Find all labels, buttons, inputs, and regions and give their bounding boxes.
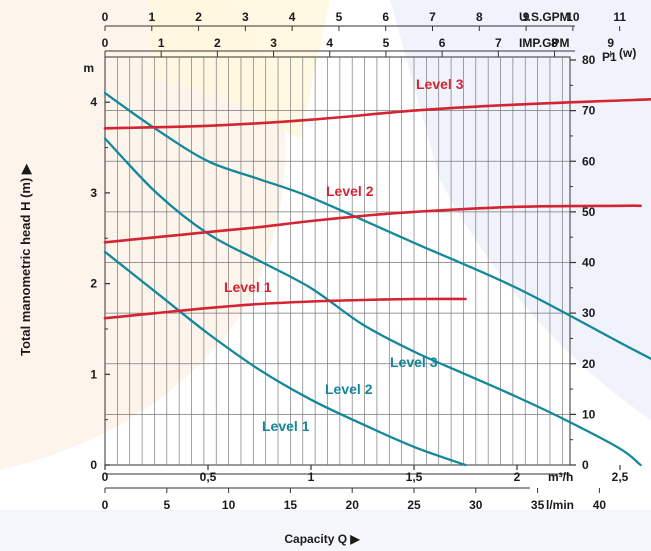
power-curve-label-level-2: Level 2	[326, 183, 374, 199]
power-curve-level-1	[103, 297, 467, 320]
x-us-tick-label: 0	[102, 10, 109, 24]
x-lmin-tick-label: 30	[469, 498, 483, 512]
x-us-tick-label: 10	[566, 10, 580, 24]
x-lmin-unit-label: l/min	[546, 498, 574, 512]
x-us-tick-label: 6	[382, 10, 389, 24]
x-lmin-tick-label: 15	[284, 498, 298, 512]
x-us-tick-label: 11	[613, 10, 626, 24]
watermark-shape	[0, 510, 651, 551]
x-m3h-tick-label: 2	[514, 470, 521, 484]
x-us-tick-label: 2	[195, 10, 202, 24]
y2-tick-label: 70	[582, 104, 596, 118]
y2-unit-suffix: (w)	[619, 46, 636, 60]
x-imp-tick-label: 4	[326, 36, 333, 50]
head-curve-label-level-3: Level 3	[390, 354, 438, 370]
x-us-unit-label: U.S.GPM	[519, 10, 570, 24]
x-lmin-tick-label: 10	[222, 498, 236, 512]
axes	[104, 25, 621, 493]
x-m3h-tick-label: 1,5	[406, 470, 423, 484]
x-m3h-tick-label: 0	[102, 470, 109, 484]
x-imp-tick-label: 3	[270, 36, 277, 50]
x-m3h-tick-label: 2,5	[612, 470, 629, 484]
y2-tick-label: 10	[582, 407, 596, 421]
grid	[104, 56, 571, 466]
head-curve-level-2	[103, 137, 642, 467]
x-imp-unit-label: IMP.GPM	[519, 36, 569, 50]
x-imp-tick-label: 6	[439, 36, 446, 50]
y-axis-title: Total manometric head H (m) ▶	[18, 163, 33, 356]
x-axis-title: Capacity Q ▶	[284, 532, 360, 546]
x-lmin-tick-label: 25	[407, 498, 421, 512]
x-lmin-tick-label: 5	[163, 498, 170, 512]
y2-unit-label: P1	[602, 50, 617, 64]
x-m3h-tick-label: 1	[308, 470, 315, 484]
x-lmin-tick-label: 20	[346, 498, 360, 512]
y2-tick-label: 40	[582, 256, 596, 270]
x-imp-tick-label: 9	[607, 36, 614, 50]
power-curve-level-2	[103, 204, 642, 244]
x-us-tick-label: 1	[148, 10, 155, 24]
x-us-tick-label: 3	[242, 10, 249, 24]
x-imp-tick-label: 0	[102, 36, 109, 50]
x-imp-tick-label: 1	[158, 36, 165, 50]
x-m3h-unit-label: m³/h	[548, 470, 573, 484]
watermark-shape	[390, 0, 651, 420]
head-curve-level-3	[103, 91, 651, 361]
power-curve-level-3	[103, 97, 651, 130]
x-imp-tick-label: 5	[383, 36, 390, 50]
y-tick-label: 3	[90, 186, 97, 200]
y-tick-label: 4	[90, 95, 97, 109]
y-unit-label: m	[83, 61, 94, 75]
y-tick-label: 0	[90, 458, 97, 472]
series	[103, 91, 651, 467]
y2-tick-label: 0	[582, 458, 589, 472]
x-lmin-tick-label: 40	[593, 498, 607, 512]
watermark-shape	[0, 0, 286, 470]
y2-tick-label: 20	[582, 357, 596, 371]
x-imp-tick-label: 8	[551, 36, 558, 50]
x-imp-tick-label: 2	[214, 36, 221, 50]
x-us-tick-label: 7	[429, 10, 436, 24]
y2-tick-label: 30	[582, 306, 596, 320]
watermark-shape	[150, 0, 330, 140]
head-curve-level-1	[103, 250, 467, 467]
head-curve-label-level-1: Level 1	[262, 418, 310, 434]
x-imp-tick-label: 7	[495, 36, 502, 50]
head-curve-label-level-2: Level 2	[325, 381, 373, 397]
x-m3h-tick-label: 0,5	[200, 470, 217, 484]
y2-tick-label: 60	[582, 154, 596, 168]
y2-tick-label: 80	[582, 53, 596, 67]
plot-frame	[104, 56, 571, 466]
power-curve-label-level-1: Level 1	[224, 279, 272, 295]
x-us-tick-label: 5	[336, 10, 343, 24]
y-tick-label: 1	[90, 367, 97, 381]
x-lmin-tick-label: 0	[102, 498, 109, 512]
y-tick-label: 2	[90, 277, 97, 291]
x-lmin-tick-label: 35	[531, 498, 545, 512]
y2-tick-label: 50	[582, 205, 596, 219]
x-us-tick-label: 9	[523, 10, 530, 24]
x-us-tick-label: 4	[289, 10, 296, 24]
x-us-tick-label: 8	[476, 10, 483, 24]
power-curve-label-level-3: Level 3	[416, 76, 464, 92]
